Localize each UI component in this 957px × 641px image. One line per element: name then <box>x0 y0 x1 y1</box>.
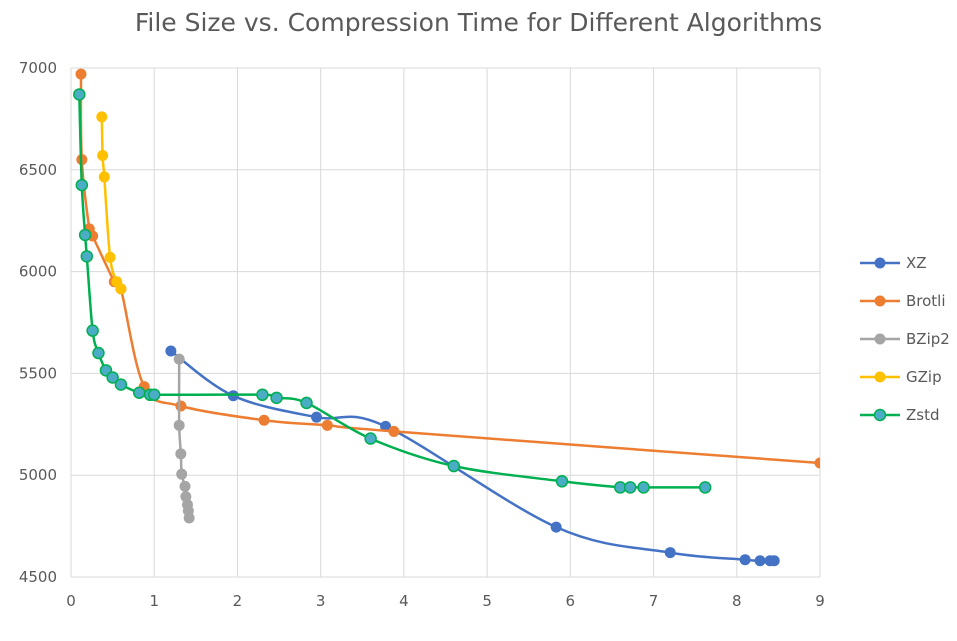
brotli-line <box>79 72 820 465</box>
x-tick-label: 7 <box>649 592 659 610</box>
xz-point <box>165 345 177 357</box>
brotli-point <box>321 419 333 431</box>
x-tick-label: 5 <box>482 592 492 610</box>
bzip2-point <box>180 491 192 503</box>
brotli-point <box>388 425 400 437</box>
x-tick-label: 3 <box>316 592 326 610</box>
bzip2-point <box>179 480 191 492</box>
gzip-point <box>98 171 110 183</box>
bzip2-point <box>173 419 185 431</box>
zstd-point <box>300 396 313 410</box>
zstd-point <box>132 386 146 399</box>
zstd-point <box>270 391 283 405</box>
series-zstd <box>73 88 712 494</box>
legend-label: Zstd <box>906 406 940 424</box>
x-tick-label: 9 <box>815 592 825 610</box>
series-brotli <box>75 68 820 469</box>
bzip2-point <box>183 512 195 524</box>
zstd-point <box>637 481 650 494</box>
xz-point <box>664 547 676 559</box>
xz-point <box>739 554 751 566</box>
legend-label: Brotli <box>906 292 946 310</box>
zstd-point <box>147 388 161 402</box>
zstd-point <box>86 324 99 337</box>
x-tick-label: 8 <box>732 592 742 610</box>
brotli-point <box>75 68 87 80</box>
xz-point <box>754 555 766 567</box>
gzip-point <box>115 283 127 295</box>
legend-item-brotli: Brotli <box>860 292 946 310</box>
zstd-point <box>698 481 712 494</box>
gridlines <box>70 67 821 578</box>
legend-swatch-marker <box>874 295 886 307</box>
legend-item-gzip: GZip <box>860 368 942 386</box>
xz-point <box>550 521 562 533</box>
gzip-point <box>97 150 109 162</box>
legend-item-zstd: Zstd <box>860 406 940 424</box>
legend-swatch-marker <box>874 257 886 269</box>
legend-swatch-marker <box>873 408 887 422</box>
brotli-point <box>814 457 820 469</box>
zstd-point <box>555 475 569 488</box>
legend-label: XZ <box>906 254 927 272</box>
brotli-point <box>175 400 187 412</box>
xz-point <box>380 420 392 432</box>
legend-label: BZip2 <box>906 330 950 348</box>
gzip-point <box>104 251 116 263</box>
chart-title: File Size vs. Compression Time for Diffe… <box>134 8 823 37</box>
xz-line <box>169 349 776 563</box>
x-tick-label: 0 <box>66 592 76 610</box>
series-gzip <box>96 111 127 295</box>
gzip-point <box>96 111 108 123</box>
y-tick-label: 7000 <box>19 59 57 77</box>
bzip2-point <box>176 468 188 480</box>
legend: XZ Brotli BZip2 GZip Zstd <box>860 254 950 424</box>
zstd-point <box>78 228 92 242</box>
series-bzip2 <box>173 353 195 524</box>
legend-swatch-marker <box>874 333 886 345</box>
y-tick-label: 5500 <box>19 364 57 382</box>
brotli-point <box>258 414 270 426</box>
zstd-point <box>75 178 89 192</box>
y-tick-label: 5000 <box>19 466 57 484</box>
legend-label: GZip <box>906 368 942 386</box>
zstd-point <box>80 250 94 263</box>
bzip2-point <box>173 353 185 365</box>
x-tick-label: 4 <box>399 592 409 610</box>
legend-item-bzip2: BZip2 <box>860 330 950 348</box>
series-xz <box>165 345 780 567</box>
zstd-point <box>447 459 461 473</box>
legend-item-xz: XZ <box>860 254 927 272</box>
xz-point <box>768 555 780 567</box>
zstd-point <box>364 432 377 445</box>
y-tick-label: 6500 <box>19 161 57 179</box>
zstd-point <box>92 346 105 360</box>
zstd-point <box>624 481 637 494</box>
zstd-point <box>256 388 269 402</box>
zstd-point <box>73 88 86 101</box>
x-tick-label: 6 <box>566 592 576 610</box>
zstd-point <box>114 378 128 391</box>
xz-point <box>311 411 323 423</box>
legend-swatch-marker <box>874 371 886 383</box>
y-tick-label: 4500 <box>19 568 57 586</box>
x-tick-label: 1 <box>149 592 159 610</box>
bzip2-point <box>175 448 187 460</box>
y-tick-label: 6000 <box>19 263 57 281</box>
zstd-point <box>106 371 119 384</box>
x-tick-label: 2 <box>233 592 243 610</box>
